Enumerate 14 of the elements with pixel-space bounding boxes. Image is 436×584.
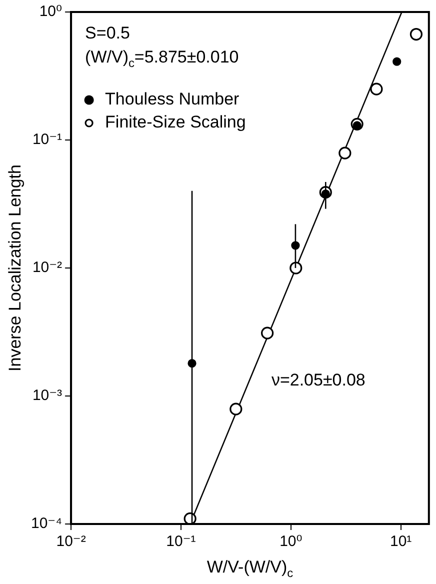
annotation: ν=2.05±0.08 — [271, 370, 366, 390]
y-tick-label: 10⁻¹ — [32, 131, 62, 148]
y-tick-label: 10⁻⁴ — [30, 515, 62, 532]
y-tick-label: 10⁰ — [39, 3, 62, 20]
x-tick-label: 10⁰ — [280, 533, 302, 550]
y-axis-title: Inverse Localization Length — [6, 164, 25, 372]
y-tick-label: 10⁻³ — [32, 387, 62, 404]
x-tick-label: 10⁻² — [56, 533, 86, 550]
legend-label: Thouless Number — [105, 90, 240, 109]
annotation: S=0.5 — [85, 24, 130, 43]
x-tick-label: 10¹ — [390, 533, 412, 550]
legend-label: Finite-Size Scaling — [105, 112, 246, 132]
y-tick-label: 10⁻² — [32, 259, 62, 276]
x-tick-label: 10⁻¹ — [166, 533, 196, 550]
